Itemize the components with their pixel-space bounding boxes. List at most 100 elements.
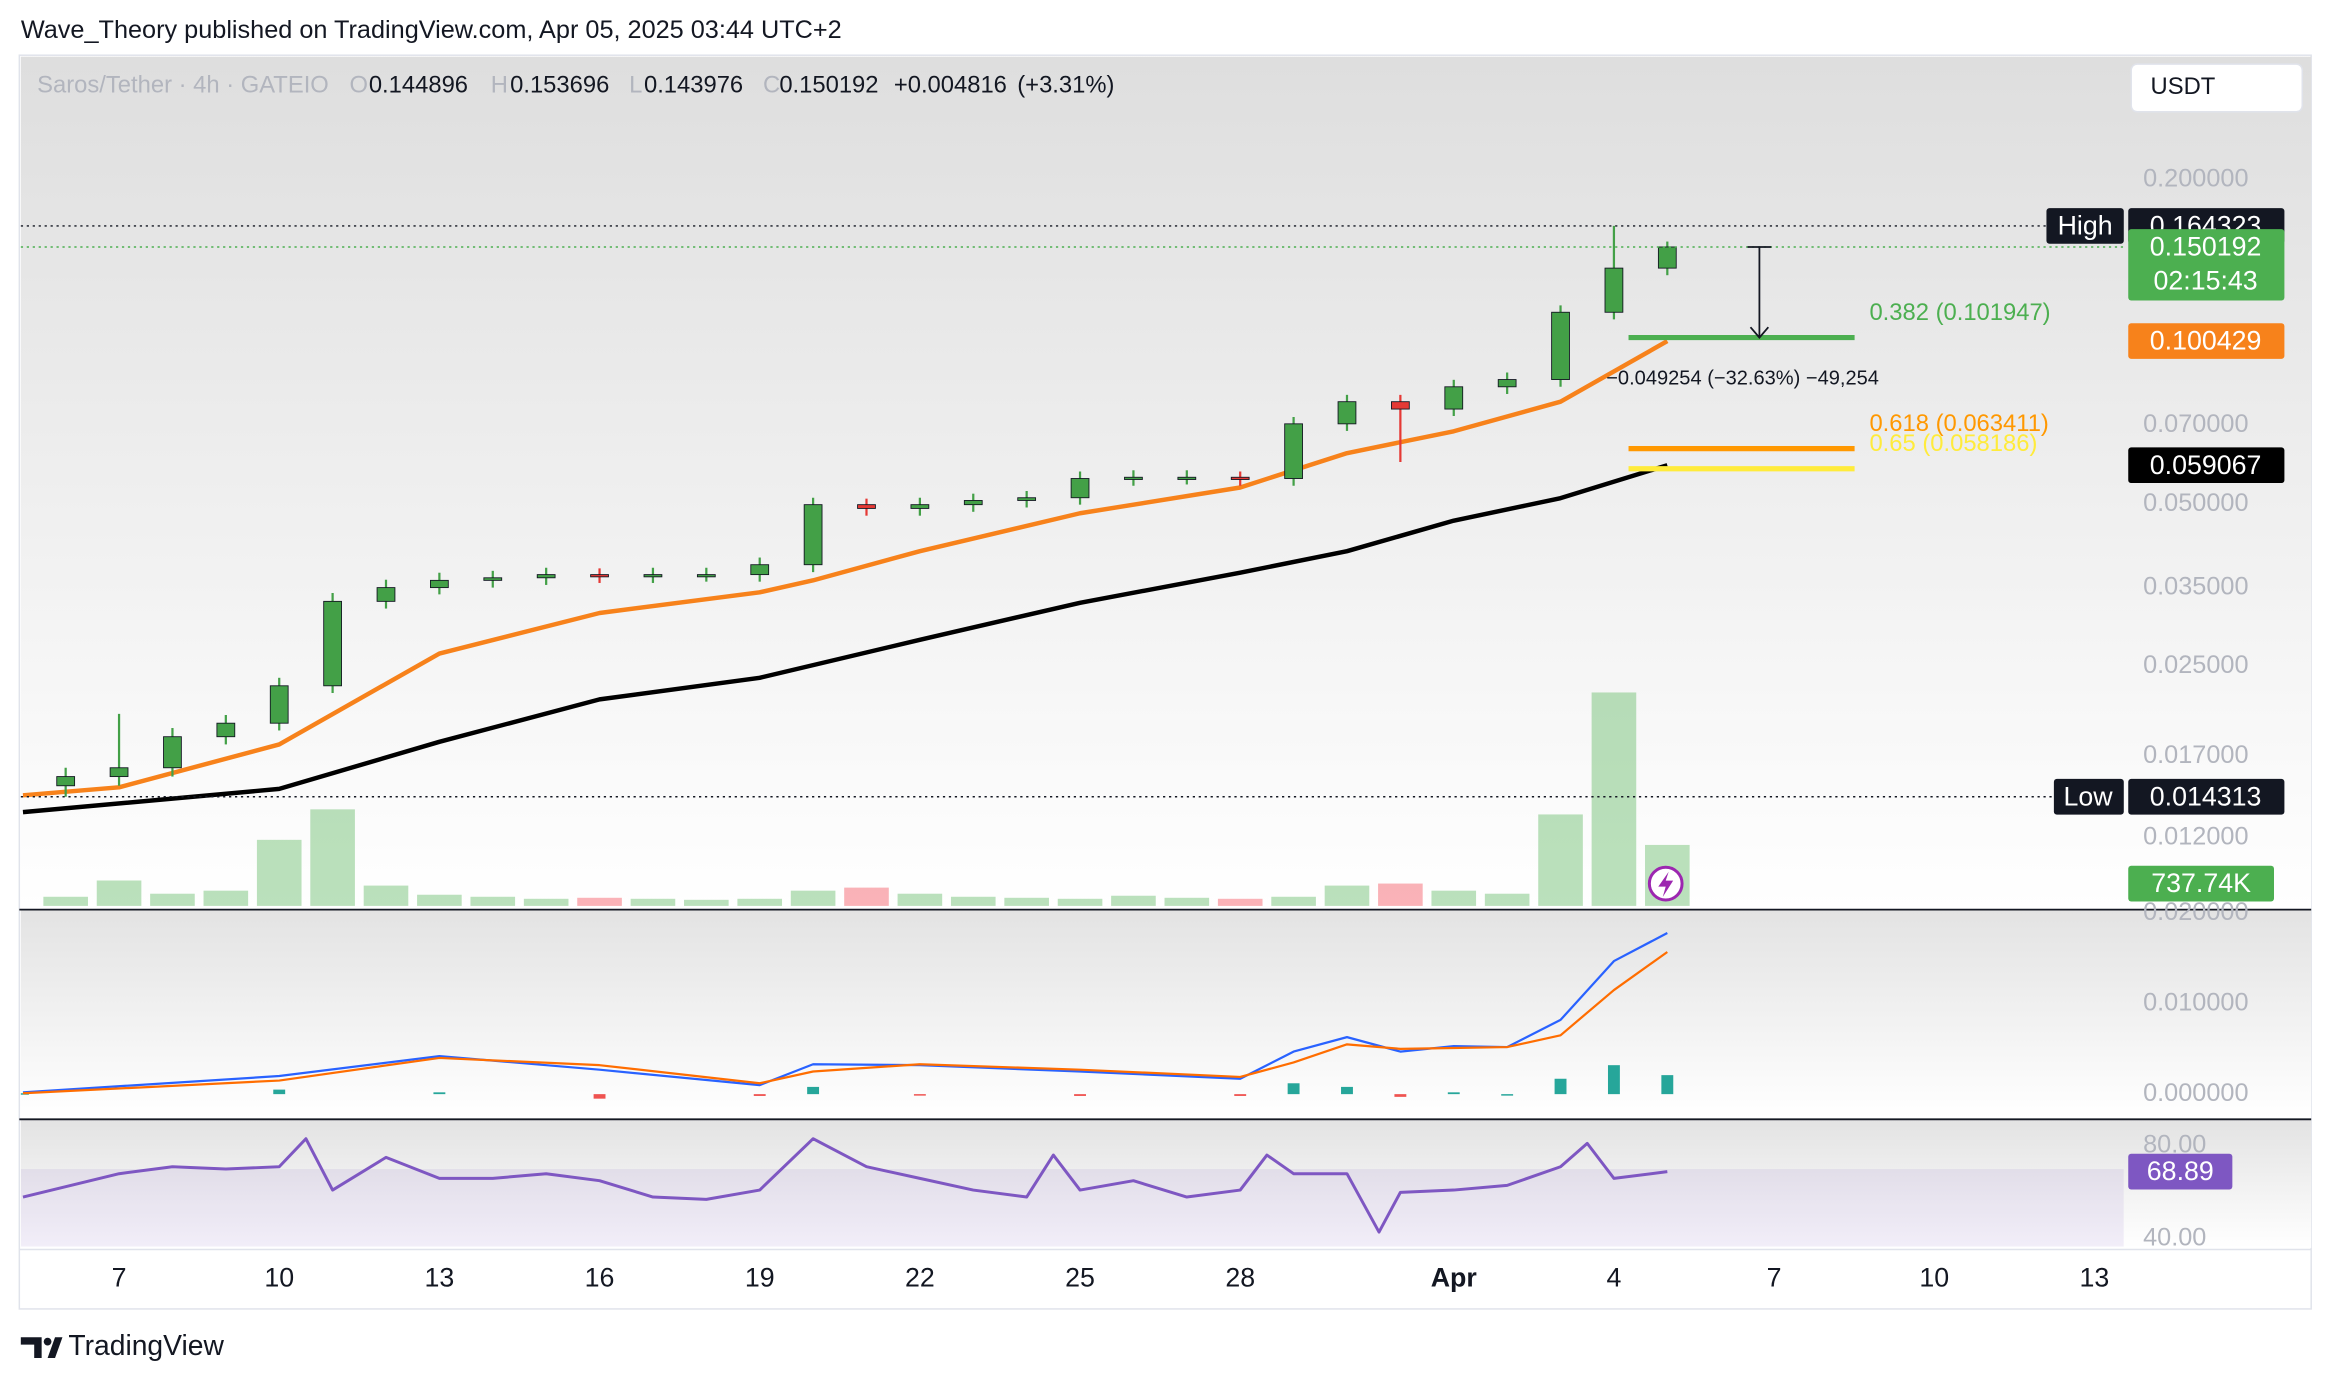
legend-text: 0.143976 <box>644 72 743 99</box>
volume-bar <box>363 885 409 906</box>
volume-bar <box>470 896 516 906</box>
x-tick-label: 28 <box>1225 1262 1255 1292</box>
candle-body <box>1604 267 1624 313</box>
legend-text: 0.153696 <box>510 72 609 99</box>
y-tick-label: 0.200000 <box>2143 165 2248 193</box>
macd-histogram-bar <box>1394 1094 1407 1097</box>
candle-body <box>643 574 663 578</box>
low-value: 0.014313 <box>2150 781 2262 811</box>
y-tick-label: 80.00 <box>2143 1130 2206 1158</box>
volume-bar <box>523 898 569 906</box>
volume-tag: 737.74K <box>2151 868 2251 898</box>
volume-tag-box <box>2128 865 2274 902</box>
x-tick-label: 25 <box>1065 1262 1095 1292</box>
macd-histogram-bar <box>1661 1075 1674 1095</box>
high-tag-box <box>2046 208 2124 244</box>
legend-text: +0.004816 <box>894 72 1007 99</box>
countdown: 02:15:43 <box>2153 266 2257 296</box>
macd-histogram-bar <box>753 1094 766 1096</box>
volume-bar <box>844 887 889 906</box>
macd-histogram-bar <box>913 1094 926 1096</box>
low-tag: Low <box>2064 781 2114 811</box>
measure-label: −0.049254 (−32.63%) −49,254 <box>1606 368 1879 390</box>
alert-icon-bolt <box>1658 871 1674 897</box>
x-tick-label: 7 <box>1767 1262 1782 1292</box>
logo-mark <box>43 1337 52 1346</box>
moving-average-value: 0.059067 <box>2150 450 2262 480</box>
y-tick-label: 0.035000 <box>2143 572 2248 600</box>
y-tick-label: 0.017000 <box>2143 741 2248 769</box>
candle-body <box>376 587 396 602</box>
y-tick-label: 0.012000 <box>2143 823 2248 851</box>
volume-bar <box>684 899 729 906</box>
candle-body <box>1391 401 1410 410</box>
logo-mark <box>20 1337 42 1359</box>
macd-histogram-bar <box>1234 1094 1247 1096</box>
volume-bar <box>950 896 996 906</box>
candle-body <box>1337 401 1357 425</box>
currency[interactable]: USDT <box>2151 73 2216 100</box>
candle-body <box>109 767 129 778</box>
y-tick-label: 0.000000 <box>2143 1079 2248 1107</box>
volume-bar <box>1591 692 1637 906</box>
y-tick-label: 0.070000 <box>2143 410 2248 438</box>
macd-histogram-bar <box>807 1086 820 1095</box>
volume-bar <box>1111 895 1156 906</box>
legend-text: (+3.31%) <box>1017 72 1114 99</box>
macd-pane <box>20 910 2312 1119</box>
fib-label: 0.65 (0.058186) <box>1869 430 2037 457</box>
rsi-tag-box <box>2128 1153 2233 1190</box>
moving-average <box>22 463 1668 815</box>
currency-button[interactable] <box>2130 63 2303 113</box>
legend-text: O <box>350 72 368 99</box>
macd-line <box>22 932 1668 1094</box>
footer-logo <box>20 1337 63 1359</box>
macd-histogram-bar <box>1447 1092 1460 1095</box>
macd-histogram-bar <box>1607 1065 1620 1095</box>
volume-bar <box>1057 898 1103 906</box>
macd-line <box>22 951 1668 1095</box>
legend-text: Saros/Tether · 4h · GATEIO <box>37 72 329 99</box>
candle-body <box>750 564 770 576</box>
candle-body <box>1124 476 1143 480</box>
volume-bar <box>1484 893 1530 906</box>
x-tick-label: 22 <box>905 1262 935 1292</box>
fib-label: 0.618 (0.063411) <box>1869 410 2048 437</box>
candle-body <box>1444 386 1464 410</box>
candle-body <box>590 574 609 578</box>
volume-bar <box>1217 898 1263 906</box>
candle-body <box>323 600 342 687</box>
candle-body <box>857 504 876 509</box>
logo-mark <box>47 1337 63 1359</box>
macd-histogram-bar <box>273 1089 286 1095</box>
volume-bar <box>790 890 836 906</box>
volume-bar <box>1164 897 1210 906</box>
volume-bar <box>577 897 622 906</box>
candle-body <box>1284 423 1303 479</box>
candle-body <box>803 504 823 566</box>
candle-body <box>1551 311 1570 380</box>
candle-body <box>269 685 289 724</box>
publisher: Wave_Theory published on TradingView.com… <box>21 16 842 44</box>
plot-area <box>20 225 2124 1247</box>
volume-bar <box>256 839 302 906</box>
moving-average-value-box <box>2128 323 2285 359</box>
rsi-pane <box>20 1120 2312 1248</box>
x-tick-label: Apr <box>1431 1262 1478 1292</box>
candle-body <box>1497 379 1517 388</box>
candle-body <box>1017 497 1037 501</box>
fib-label: 0.382 (0.101947) <box>1869 299 2050 326</box>
low-value-box <box>2128 778 2285 815</box>
y-tick-label: 0.010000 <box>2143 988 2248 1016</box>
x-tick-label: 7 <box>112 1262 127 1292</box>
legend-text: 0.144896 <box>369 72 468 99</box>
last-price-box <box>2128 229 2285 301</box>
candle-body <box>963 500 983 506</box>
volume-bar <box>1538 814 1583 906</box>
volume-bar <box>96 880 142 906</box>
candle-body <box>696 574 716 578</box>
high-tag: High <box>2058 210 2113 240</box>
y-tick-label: 40.00 <box>2143 1224 2206 1252</box>
